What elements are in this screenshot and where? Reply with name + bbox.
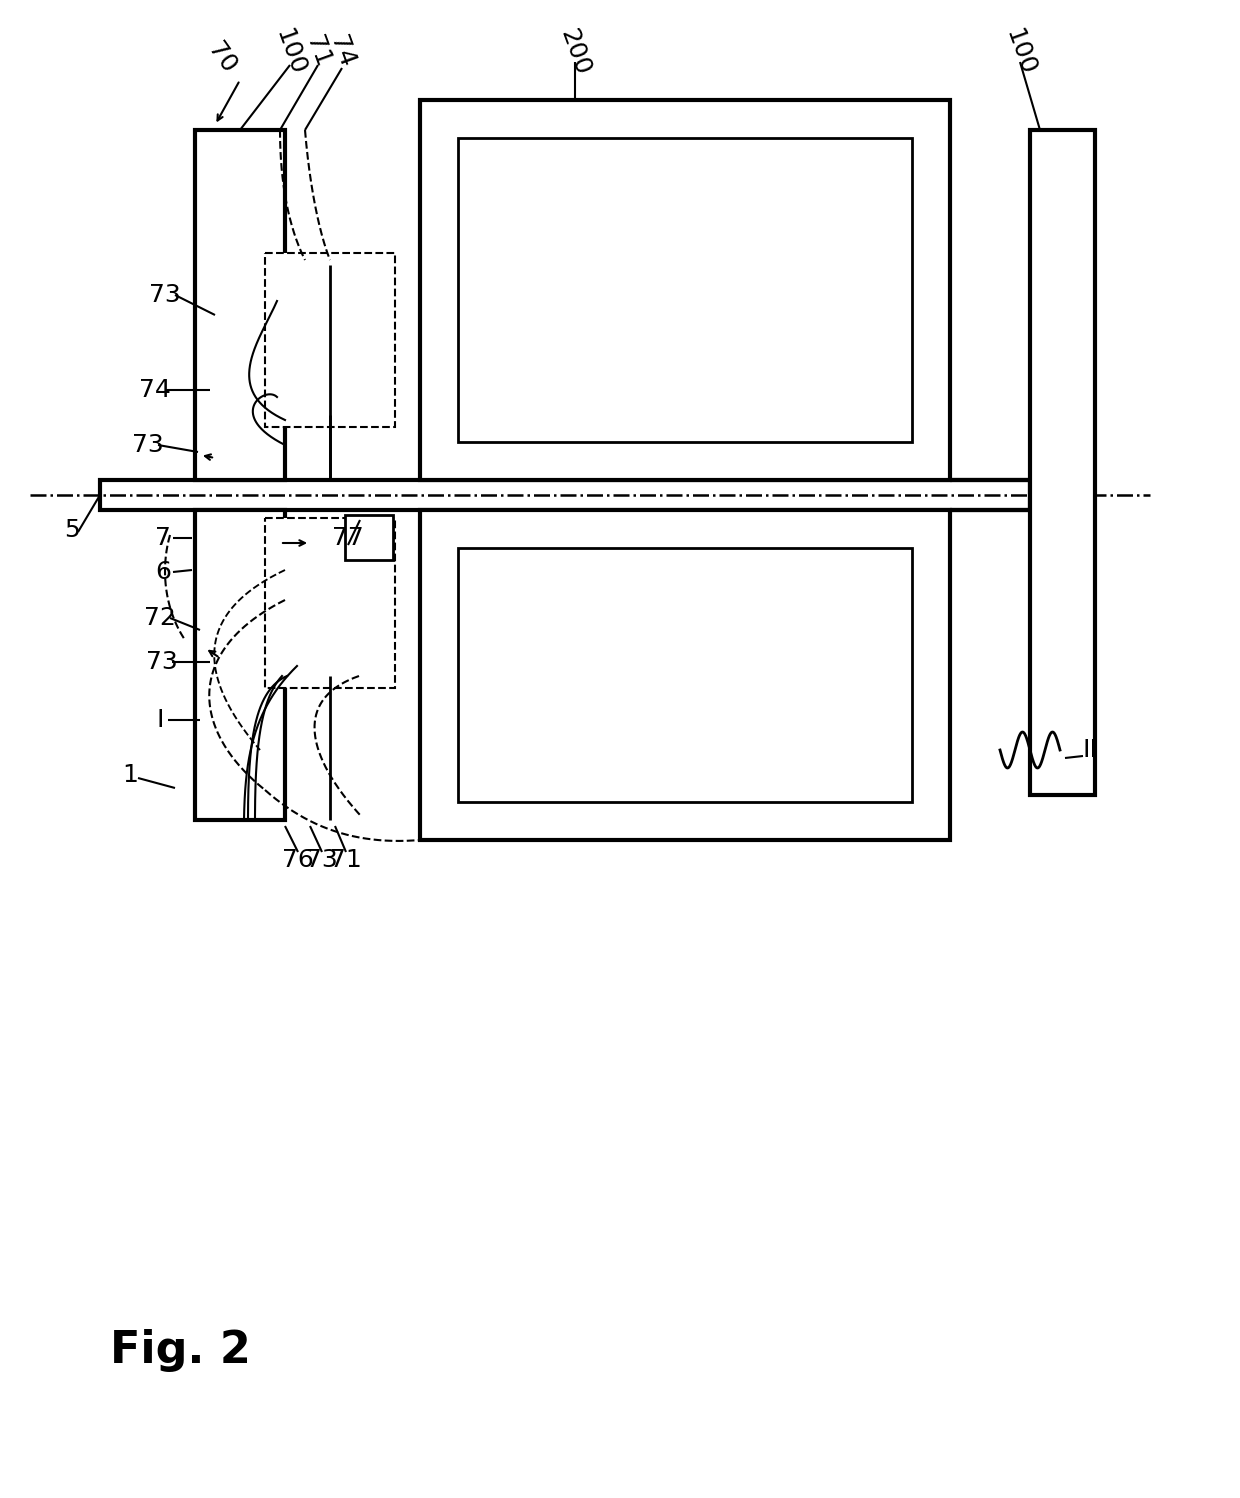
Text: 5: 5	[64, 518, 79, 542]
Bar	[277, 619, 325, 676]
Bar	[277, 355, 325, 415]
Bar	[420, 100, 950, 479]
Text: 200: 200	[556, 25, 594, 78]
Bar	[265, 253, 396, 427]
Bar	[335, 619, 383, 676]
Text: Fig. 2: Fig. 2	[110, 1329, 250, 1372]
Text: II: II	[1083, 739, 1097, 762]
Bar	[335, 530, 383, 589]
Text: 100: 100	[1001, 25, 1039, 78]
Bar	[335, 265, 383, 325]
Bar	[335, 355, 383, 415]
Text: 72: 72	[144, 607, 176, 631]
Text: 71: 71	[330, 848, 362, 872]
Text: 74: 74	[325, 33, 358, 70]
Bar	[100, 479, 1030, 509]
Bar	[277, 530, 325, 589]
Bar	[345, 515, 393, 560]
Text: 73: 73	[133, 433, 164, 457]
Text: 73: 73	[149, 283, 181, 307]
Bar	[265, 518, 396, 688]
Text: 70: 70	[203, 37, 241, 78]
Bar	[458, 548, 911, 801]
Text: 73: 73	[146, 650, 177, 674]
Bar	[420, 509, 950, 840]
Bar	[195, 509, 285, 819]
Text: 73: 73	[306, 848, 337, 872]
Text: 7: 7	[155, 526, 171, 550]
Text: 76: 76	[281, 848, 314, 872]
Text: 71: 71	[301, 33, 335, 70]
Text: 77: 77	[332, 526, 363, 550]
Bar	[1030, 130, 1095, 795]
Bar	[277, 265, 325, 325]
Text: 1: 1	[122, 762, 138, 786]
Text: 74: 74	[139, 377, 171, 401]
Text: 6: 6	[155, 560, 171, 584]
Bar	[195, 130, 285, 479]
Bar	[458, 138, 911, 442]
Text: 100: 100	[270, 25, 310, 78]
Text: I: I	[156, 709, 164, 733]
